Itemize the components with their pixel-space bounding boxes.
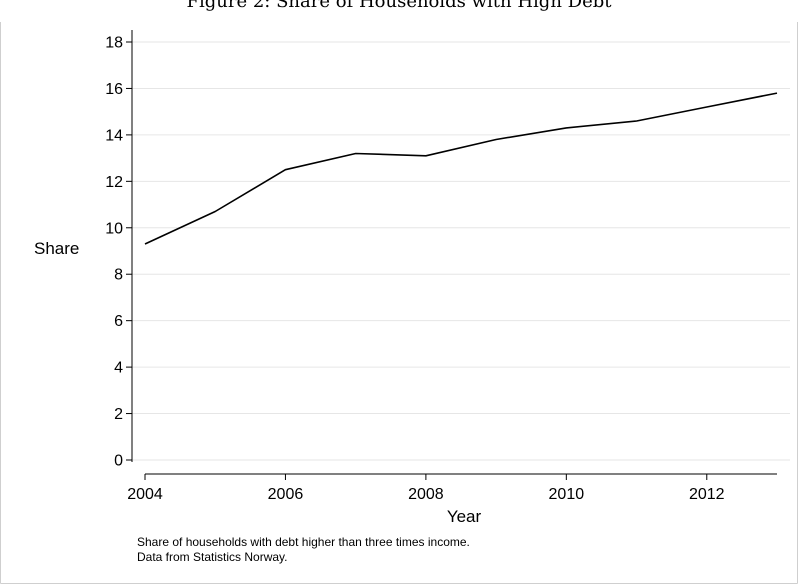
grid-layer — [132, 41, 790, 461]
y-tick-label-16: 16 — [105, 81, 123, 98]
series-layer — [144, 92, 778, 245]
y-axis-title: Share — [34, 239, 79, 258]
x-axis-title: Year — [447, 507, 482, 526]
x-tick-label-2010: 2010 — [549, 486, 585, 503]
y-tick-label-10: 10 — [105, 220, 123, 237]
x-tick-label-2006: 2006 — [268, 486, 304, 503]
y-tick-label-8: 8 — [114, 267, 123, 284]
series-line-0 — [144, 92, 778, 245]
x-tick-label-2012: 2012 — [689, 486, 725, 503]
y-tick-label-6: 6 — [114, 313, 123, 330]
y-tick-label-12: 12 — [105, 174, 123, 191]
footnote-line-2: Data from Statistics Norway. — [137, 550, 287, 564]
x-tick-label-2008: 2008 — [408, 486, 444, 503]
footnote-line-1: Share of households with debt higher tha… — [137, 535, 470, 549]
y-tick-label-2: 2 — [114, 406, 123, 423]
y-tick-label-0: 0 — [114, 453, 123, 470]
x-tick-label-2004: 2004 — [127, 486, 163, 503]
axis-layer: 0 2 4 6 8 10 12 14 16 18 2004 2006 2008 2010 2012 — [105, 30, 777, 503]
y-tick-label-4: 4 — [114, 360, 123, 377]
figure-title-strip: Figure 2: Share of Households with High … — [0, 0, 798, 22]
y-tick-label-18: 18 — [105, 35, 123, 52]
figure-title: Figure 2: Share of Households with High … — [186, 0, 612, 12]
y-tick-label-14: 14 — [105, 127, 123, 144]
